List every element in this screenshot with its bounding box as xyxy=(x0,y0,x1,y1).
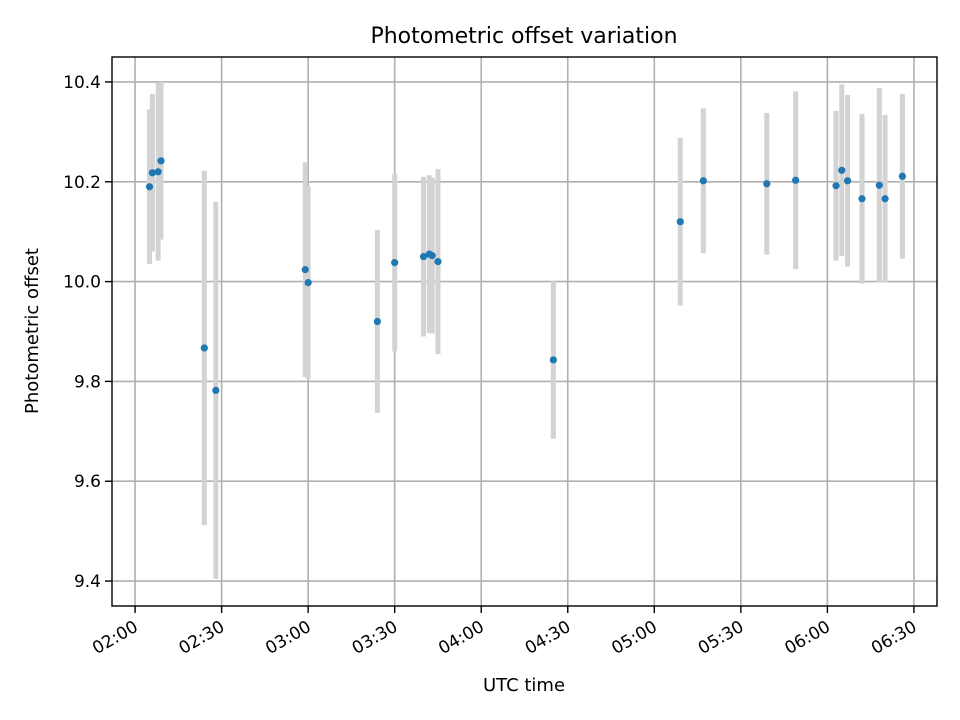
data-point xyxy=(881,195,889,203)
data-point xyxy=(898,172,906,180)
data-point xyxy=(301,266,309,274)
x-tick-label: 06:00 xyxy=(781,617,833,659)
data-point xyxy=(428,252,436,260)
data-point xyxy=(549,356,557,364)
data-point xyxy=(145,183,154,191)
data-point xyxy=(699,177,707,185)
data-point xyxy=(843,177,852,185)
x-tick-label: 06:30 xyxy=(868,617,920,659)
data-point xyxy=(858,195,866,203)
data-point xyxy=(212,386,220,394)
data-point xyxy=(200,344,208,352)
x-tick-label: 02:30 xyxy=(176,617,228,659)
data-point xyxy=(419,253,428,261)
y-axis-ticks: 9.4 9.6 9.8 10.0 10.2 10.4 xyxy=(63,73,112,592)
data-points xyxy=(145,157,906,394)
data-point xyxy=(154,168,162,176)
data-point xyxy=(304,278,312,287)
y-tick-label: 9.8 xyxy=(74,372,101,392)
data-point xyxy=(763,180,771,188)
plot-frame xyxy=(111,56,938,607)
data-point xyxy=(838,166,846,174)
x-tick-label: 05:30 xyxy=(695,617,747,659)
x-tick-label: 03:00 xyxy=(262,617,314,659)
data-point xyxy=(832,182,840,190)
y-tick-label: 9.6 xyxy=(74,472,101,492)
error-bars xyxy=(147,81,905,580)
chart-title: Photometric offset variation xyxy=(370,24,677,49)
x-tick-label: 03:30 xyxy=(349,617,401,659)
data-point xyxy=(434,258,442,266)
data-point xyxy=(676,218,684,226)
x-tick-label: 04:00 xyxy=(435,617,487,659)
y-tick-label: 10.0 xyxy=(63,273,101,293)
x-tick-label: 04:30 xyxy=(522,617,574,659)
data-point xyxy=(391,259,399,267)
data-point xyxy=(157,157,165,165)
x-axis-ticks: 02:00 02:30 03:00 03:30 04:00 04:30 05:00 05:30… xyxy=(89,606,920,659)
y-tick-label: 10.4 xyxy=(63,73,101,93)
data-point xyxy=(148,169,156,177)
y-tick-label: 9.4 xyxy=(74,572,101,592)
grid-lines xyxy=(112,57,937,606)
x-axis-label: UTC time xyxy=(483,675,565,696)
data-point xyxy=(373,317,381,326)
x-tick-label: 02:00 xyxy=(89,617,141,659)
y-tick-label: 10.2 xyxy=(63,173,101,193)
data-point xyxy=(792,176,800,184)
y-axis-label: Photometric offset xyxy=(22,248,43,414)
x-tick-label: 05:00 xyxy=(608,617,660,659)
data-point xyxy=(875,181,883,189)
